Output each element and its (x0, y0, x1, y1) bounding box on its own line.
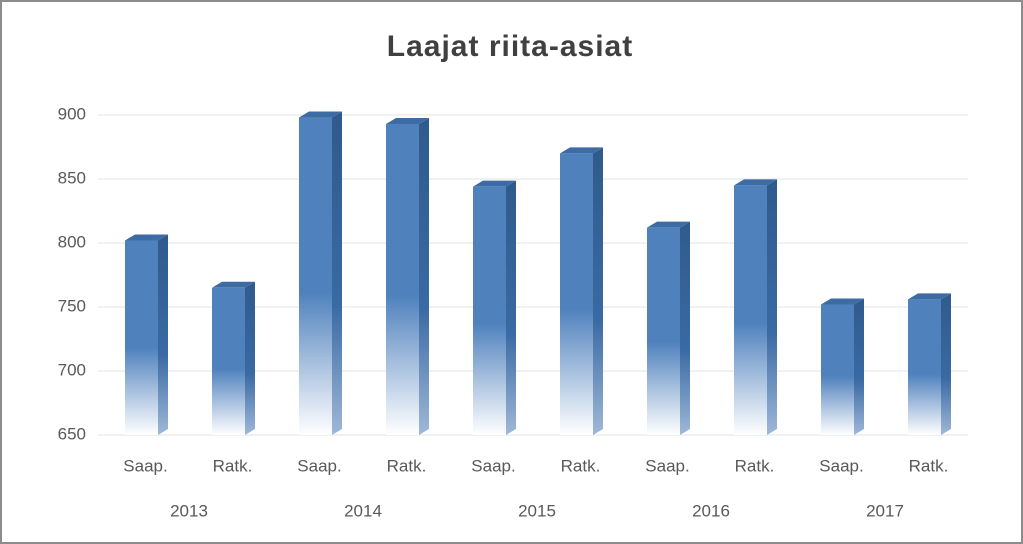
x-tick-label: Saap. (123, 456, 167, 475)
group-label: 2013 (170, 501, 208, 520)
x-tick-label: Ratk. (561, 456, 601, 475)
bar (908, 299, 941, 435)
bar-side (158, 234, 168, 435)
bar-side (245, 281, 255, 435)
y-tick-label: 850 (58, 168, 86, 187)
bar-top (299, 111, 342, 118)
x-tick-label: Saap. (645, 456, 689, 475)
bar (734, 185, 767, 435)
bar-side (767, 179, 777, 435)
group-label: 2017 (866, 501, 904, 520)
y-tick-label: 650 (58, 424, 86, 443)
y-tick-label: 750 (58, 296, 86, 315)
y-tick-label: 700 (58, 360, 86, 379)
bar (299, 117, 332, 435)
bar-side (854, 298, 864, 435)
bar-side (680, 221, 690, 435)
bar-side (941, 293, 951, 435)
x-tick-label: Ratk. (387, 456, 427, 475)
bar (473, 186, 506, 435)
chart-title: Laajat riita-asiat (387, 30, 633, 63)
y-tick-label: 800 (58, 232, 86, 251)
bar (212, 287, 245, 435)
bar-top (908, 293, 951, 300)
group-label: 2016 (692, 501, 730, 520)
bar-top (821, 298, 864, 305)
bar-side (506, 180, 516, 435)
bar-side (593, 147, 603, 435)
group-label: 2015 (518, 501, 556, 520)
x-tick-label: Ratk. (735, 456, 775, 475)
bar-top (473, 180, 516, 187)
x-tick-label: Saap. (471, 456, 515, 475)
bar-side (419, 117, 429, 436)
bar-top (125, 234, 168, 241)
x-tick-label: Ratk. (909, 456, 949, 475)
bar-top (734, 179, 777, 186)
bar-top (212, 281, 255, 288)
y-tick-label: 900 (58, 104, 86, 123)
bar (560, 153, 593, 435)
bar-top (386, 117, 429, 124)
bar (821, 304, 854, 435)
x-tick-label: Saap. (297, 456, 341, 475)
group-label: 2014 (344, 501, 382, 520)
bar (125, 240, 158, 435)
x-tick-label: Ratk. (213, 456, 253, 475)
x-tick-label: Saap. (819, 456, 863, 475)
bar-top (647, 221, 690, 228)
bar (647, 227, 680, 435)
bar (386, 123, 419, 436)
bar-side (332, 111, 342, 435)
bar-top (560, 147, 603, 154)
